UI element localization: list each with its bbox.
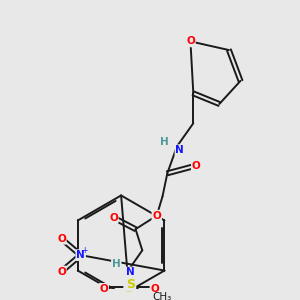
Text: H: H	[112, 259, 121, 269]
Text: H: H	[160, 137, 169, 148]
Text: N: N	[126, 268, 135, 278]
Text: CH₃: CH₃	[152, 292, 172, 300]
Text: S: S	[126, 278, 135, 290]
Text: O: O	[150, 284, 159, 294]
Text: O: O	[109, 213, 118, 223]
Text: O: O	[57, 266, 66, 277]
Text: S: S	[124, 282, 133, 295]
Text: O: O	[186, 36, 195, 46]
Text: +: +	[81, 246, 87, 255]
Text: N: N	[176, 145, 184, 155]
Text: O: O	[192, 160, 201, 171]
Text: O: O	[57, 234, 66, 244]
Text: O: O	[99, 284, 108, 294]
Text: O: O	[152, 211, 161, 221]
Text: N: N	[76, 250, 85, 260]
